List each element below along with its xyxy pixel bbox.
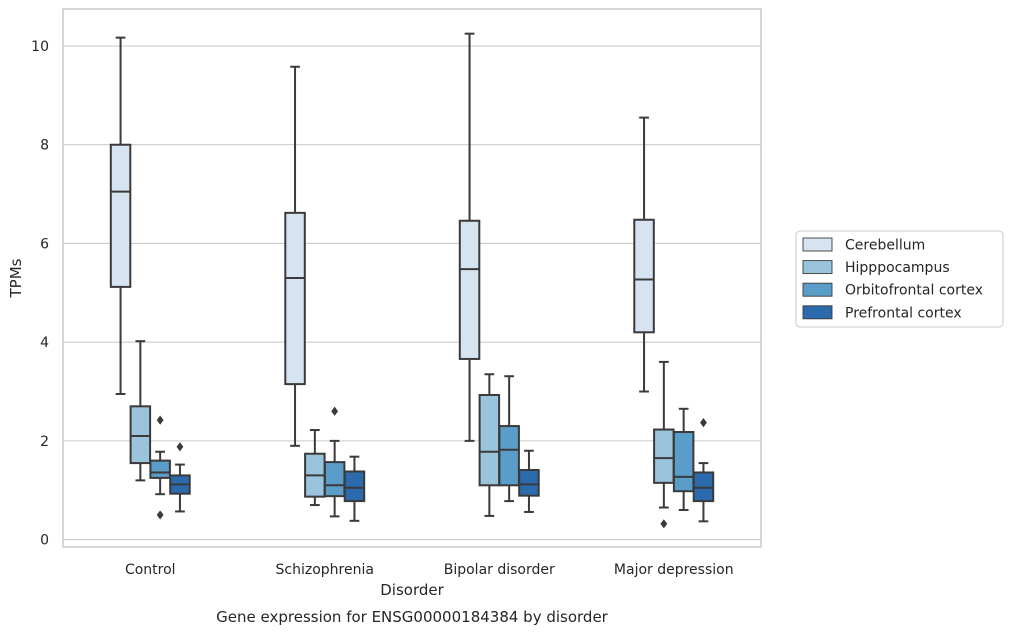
box-body [653,428,675,484]
x-axis-ticks: Control Schizophrenia Bipolar disorder Majo… [125,562,734,578]
box-hipppocampus [478,373,501,517]
outlier-point [156,415,164,425]
chart-title: Gene expression for ENSG00000184384 by d… [216,608,609,626]
box-cerebellum [109,36,132,395]
box-body [284,211,306,386]
legend-frame [795,230,1004,328]
y-tick-label: 6 [40,236,49,252]
x-tick-label: Control [125,562,176,578]
box-body [633,218,655,334]
box-body [518,469,540,497]
outlier-point [176,442,184,452]
x-tick-label: Major depression [614,562,734,578]
y-tick-label: 8 [40,138,49,154]
legend-swatch [802,260,833,275]
legend-label: Cerebellum [845,238,925,254]
legend-label: Hipppocampus [845,260,950,276]
y-tick-label: 2 [40,434,49,450]
box-body [343,470,366,503]
box-cerebellum [284,65,306,447]
box-body [478,393,501,487]
box-body [129,405,152,465]
outlier-point [660,519,668,529]
outlier-point [700,418,707,428]
box-body [323,461,346,498]
box-body [109,143,132,288]
outlier-point [156,510,164,520]
box-hipppocampus [129,340,152,482]
box-groups [109,32,715,529]
legend: Cerebellum Hipppocampus Orbitofrontal cort… [795,230,1004,328]
y-axis-ticks: 0 2 4 6 8 10 [31,39,49,549]
y-tick-label: 4 [40,335,49,351]
legend-swatch [802,282,833,297]
box-orbitofrontal-cortex [323,406,346,518]
box-prefrontal-cortex [692,418,715,523]
box-cerebellum [458,32,481,442]
x-tick-label: Schizophrenia [276,562,374,578]
box-body [149,459,171,479]
legend-label: Orbitofrontal cortex [845,283,983,299]
box-cerebellum [633,116,655,393]
box-prefrontal-cortex [169,442,191,513]
grid-lines [63,45,761,541]
box-prefrontal-cortex [518,449,540,513]
x-tick-label: Bipolar disorder [444,562,555,578]
box-orbitofrontal-cortex [672,407,695,511]
box-body [672,430,695,493]
y-axis-label: TPMs [7,258,25,298]
box-body [498,425,520,487]
box-body [458,219,481,360]
box-orbitofrontal-cortex [498,375,520,503]
outlier-point [331,406,339,416]
y-tick-label: 0 [40,533,49,549]
plot-frame [62,8,762,548]
y-tick-label: 10 [31,39,49,55]
legend-swatch [802,237,833,252]
legend-swatch [802,305,833,320]
legend-label: Prefrontal cortex [845,305,962,321]
box-prefrontal-cortex [343,455,366,522]
box-hipppocampus [653,360,675,529]
x-axis-label: Disorder [380,581,444,599]
box-orbitofrontal-cortex [149,415,171,520]
